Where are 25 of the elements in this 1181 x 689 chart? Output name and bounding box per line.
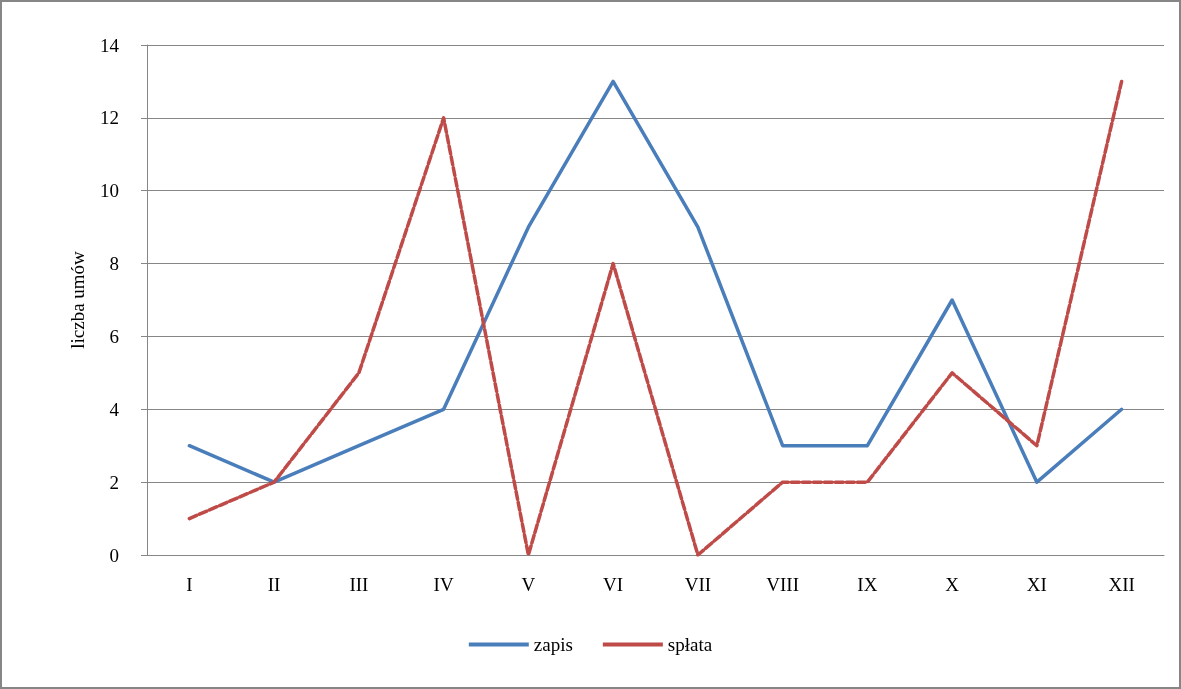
legend-label: zapis bbox=[533, 634, 573, 655]
y-tick-label: 2 bbox=[109, 471, 119, 493]
x-tick-label: X bbox=[945, 574, 960, 595]
x-tick-label: IX bbox=[857, 574, 878, 595]
y-tick-label: 12 bbox=[100, 107, 119, 129]
y-axis-title: liczba umów bbox=[67, 250, 88, 349]
x-tick-label: VIII bbox=[766, 574, 799, 595]
x-tick-label: III bbox=[349, 574, 369, 595]
x-tick-label: II bbox=[267, 574, 281, 595]
y-tick-label: 10 bbox=[100, 180, 119, 202]
x-tick-label: I bbox=[186, 574, 193, 595]
x-tick-label: VI bbox=[603, 574, 624, 595]
y-tick-label: 14 bbox=[100, 34, 120, 56]
y-tick-label: 8 bbox=[109, 253, 119, 275]
x-tick-label: XII bbox=[1108, 574, 1135, 595]
line-series bbox=[187, 79, 1124, 484]
legend-label: spłata bbox=[667, 634, 713, 655]
x-tick-label: VII bbox=[684, 574, 712, 595]
line-series bbox=[187, 79, 1124, 557]
y-tick-label: 4 bbox=[109, 398, 120, 420]
y-tick-label: 6 bbox=[109, 325, 119, 347]
y-tick-label: 0 bbox=[109, 544, 119, 566]
x-tick-label: V bbox=[521, 574, 536, 595]
x-tick-label: XI bbox=[1026, 574, 1047, 595]
x-tick-label: IV bbox=[433, 574, 454, 595]
